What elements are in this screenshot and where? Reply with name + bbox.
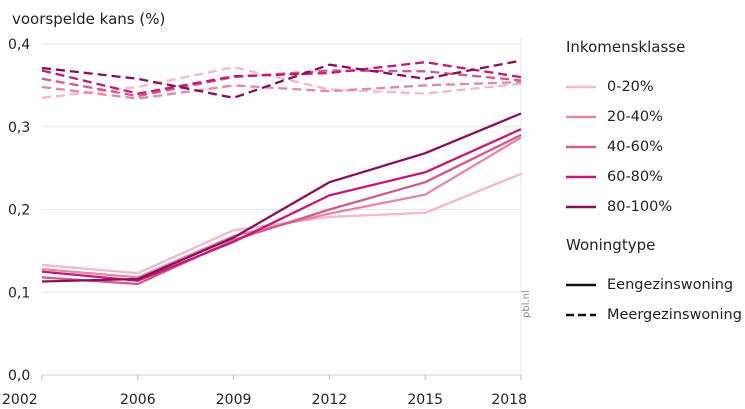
legend-item-income: 20-40% (566, 102, 744, 132)
legend-housing-list: Eengezinswoning Meergezinswoning (566, 270, 744, 330)
legend-label: 60-80% (607, 169, 663, 185)
legend-item-income: 40-60% (566, 132, 744, 162)
y-tick-label: 0,1 (8, 285, 30, 301)
series-line-80-100%-eengezinswoning (41, 112, 522, 283)
y-tick-label: 0,2 (8, 203, 30, 219)
legend-item-income: 0-20% (566, 72, 744, 102)
legend-title-income: Inkomensklasse (566, 38, 686, 56)
source-label: pbl.nl (521, 290, 532, 318)
legend-label: Meergezinswoning (607, 307, 742, 323)
x-tick-label: 2012 (312, 392, 348, 408)
legend-swatch (566, 115, 596, 119)
y-axis-label: voorspelde kans (%) (12, 10, 165, 28)
y-tick-label: 0,4 (8, 37, 30, 53)
legend-income-list: 0-20% 20-40% 40-60% 60-80% 80-100% (566, 72, 744, 222)
line-chart: voorspelde kans (%) 0,0 0,1 0,2 0,3 0,4 2002… (2, 10, 527, 408)
y-tick-label: 0,0 (8, 368, 30, 384)
legend-label: 0-20% (607, 79, 654, 95)
legend-swatch (566, 283, 596, 287)
legend-item-income: 60-80% (566, 162, 744, 192)
x-tick-label: 2018 (491, 392, 527, 408)
legend-label: 20-40% (607, 109, 663, 125)
y-ticks: 0,0 0,1 0,2 0,3 0,4 (8, 37, 30, 384)
legend-item-housing: Meergezinswoning (566, 300, 744, 330)
legend: Inkomensklasse 0-20% 20-40% 40-60% 60-80% 80… (566, 38, 744, 330)
series-line-40-60%-eengezinswoning (41, 133, 522, 286)
x-ticks: 2002 2006 2009 2012 2015 2018 (2, 375, 527, 408)
x-tick-label: 2002 (2, 392, 38, 408)
series-line-20-40%-eengezinswoning (41, 136, 522, 279)
legend-item-income: 80-100% (566, 192, 744, 222)
legend-label: Eengezinswoning (607, 277, 734, 293)
legend-swatch (566, 145, 596, 149)
series-line-60-80%-eengezinswoning (41, 128, 522, 282)
legend-swatch (566, 313, 596, 317)
series-line-60-80%-meergezinswoning (41, 61, 522, 95)
legend-item-housing: Eengezinswoning (566, 270, 744, 300)
legend-label: 80-100% (607, 199, 673, 215)
legend-label: 40-60% (607, 139, 663, 155)
legend-swatch (566, 205, 596, 209)
legend-swatch (566, 85, 596, 89)
y-tick-label: 0,3 (8, 120, 30, 136)
series-line-0-20%-eengezinswoning (41, 172, 522, 275)
series-line-0-20%-meergezinswoning (41, 66, 522, 99)
x-tick-label: 2009 (216, 392, 252, 408)
x-tick-label: 2006 (120, 392, 156, 408)
x-tick-label: 2015 (407, 392, 443, 408)
legend-swatch (566, 175, 596, 179)
series-line-20-40%-meergezinswoning (41, 80, 522, 100)
series-line-80-100%-meergezinswoning (41, 59, 522, 99)
legend-title-housing: Woningtype (566, 236, 656, 254)
series-lines (41, 59, 522, 286)
